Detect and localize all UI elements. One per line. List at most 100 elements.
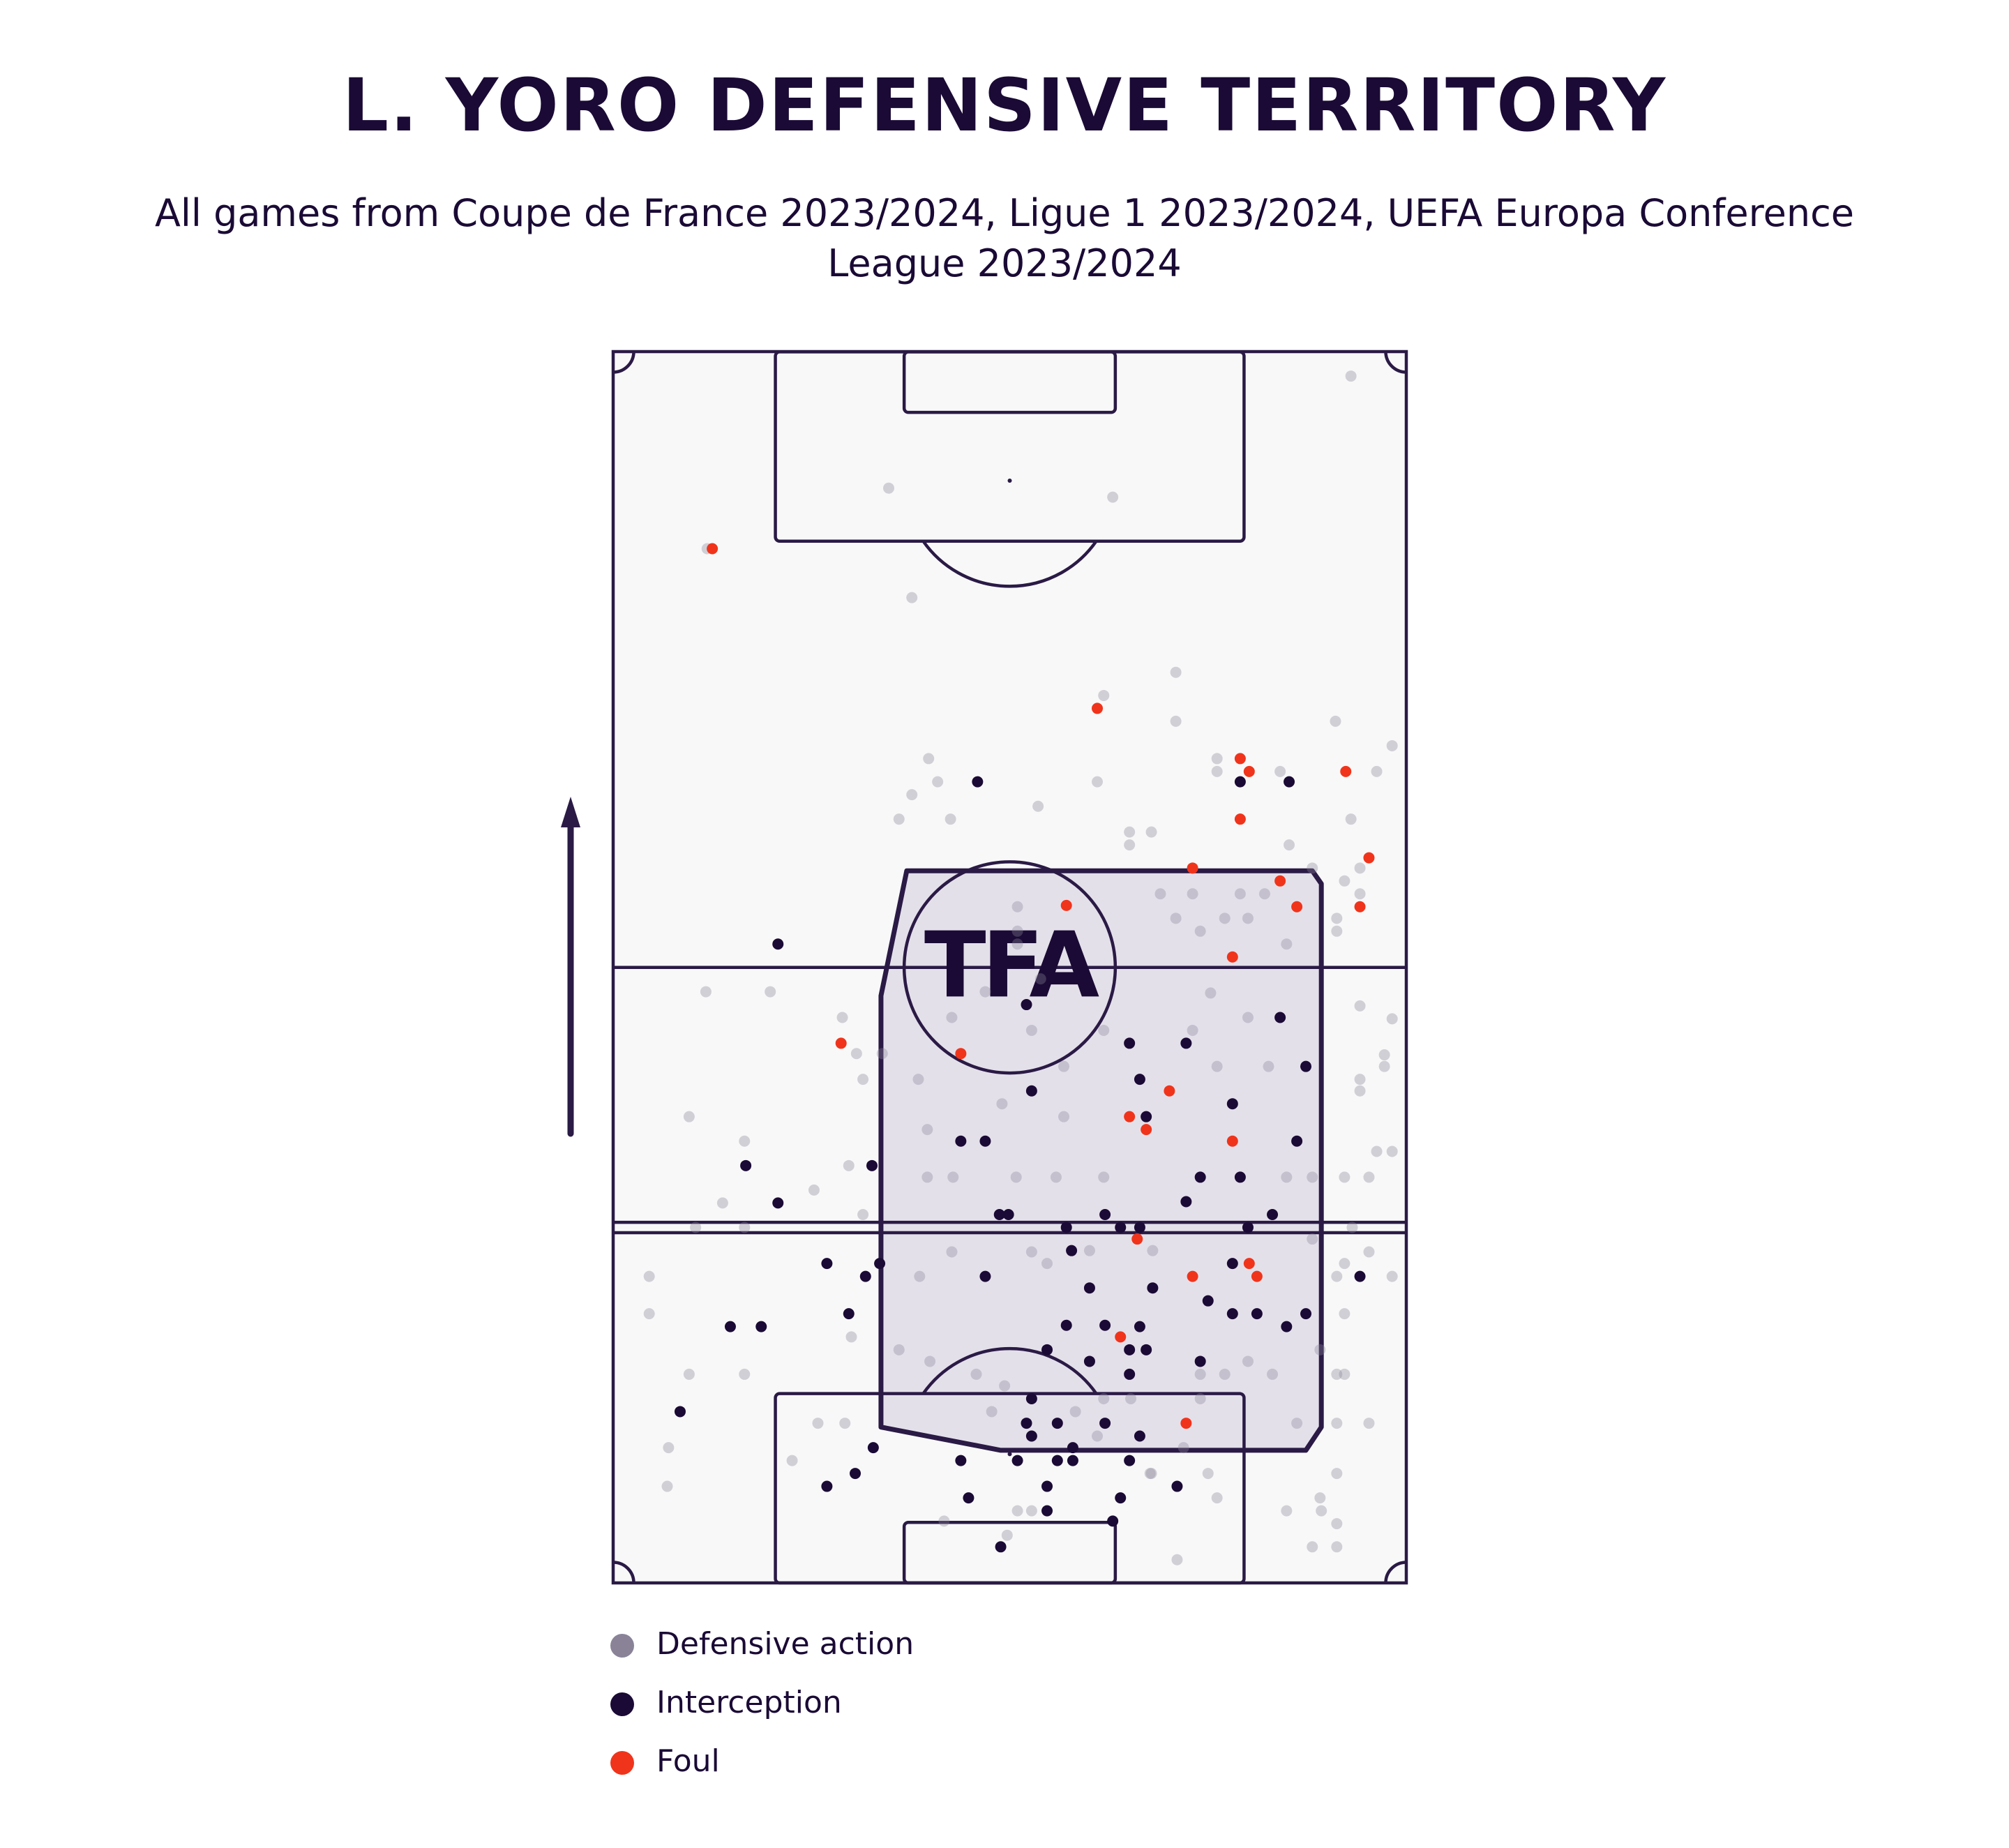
data-point <box>1011 1505 1023 1517</box>
data-point <box>1307 1233 1318 1245</box>
data-point <box>1331 1518 1343 1530</box>
data-point <box>1386 1013 1398 1025</box>
data-point <box>1219 1368 1231 1380</box>
data-point <box>1331 1270 1343 1282</box>
data-point <box>1025 1392 1037 1404</box>
legend-label: Foul <box>656 1743 720 1779</box>
data-point <box>1339 875 1350 887</box>
data-point <box>1051 1418 1063 1429</box>
data-point <box>1274 875 1286 887</box>
data-point <box>683 1111 695 1122</box>
data-point <box>1124 1037 1136 1049</box>
penalty-spot <box>1007 479 1012 483</box>
data-point <box>1134 1074 1145 1085</box>
data-point <box>1147 1282 1159 1294</box>
data-point <box>1281 1321 1293 1332</box>
data-point <box>857 1074 869 1085</box>
data-point <box>1267 1208 1279 1220</box>
data-point <box>1060 899 1072 911</box>
data-point <box>1187 1270 1198 1282</box>
data-point <box>1098 1171 1110 1183</box>
data-point <box>836 1012 848 1023</box>
chart-subtitle: All games from Coupe de France 2023/2024… <box>154 191 1855 285</box>
data-point <box>786 1455 798 1466</box>
data-point <box>1154 888 1166 900</box>
legend: Defensive action Interception Foul <box>610 1626 914 1779</box>
data-point <box>1145 1468 1157 1480</box>
data-point <box>821 1480 833 1492</box>
data-point <box>955 1048 967 1060</box>
data-point <box>839 1418 851 1429</box>
data-point <box>1251 1270 1263 1282</box>
data-point <box>1124 1111 1136 1122</box>
data-point <box>1092 703 1104 714</box>
data-point <box>1098 1392 1110 1404</box>
data-point <box>1134 1222 1145 1233</box>
data-point <box>1339 1171 1350 1183</box>
data-point <box>999 1380 1011 1392</box>
data-point <box>912 1074 924 1085</box>
data-point <box>843 1308 855 1320</box>
legend-label: Interception <box>656 1685 842 1720</box>
data-point <box>739 1135 751 1147</box>
data-point <box>1331 912 1343 924</box>
data-point <box>1345 370 1357 382</box>
data-point <box>1300 1308 1312 1320</box>
data-point <box>979 1135 991 1147</box>
data-point <box>1314 1492 1326 1504</box>
data-point <box>1141 1111 1152 1122</box>
data-point <box>1194 1392 1206 1404</box>
data-point <box>716 1197 728 1209</box>
data-point <box>1331 1418 1343 1429</box>
data-point <box>1083 1282 1095 1294</box>
data-point <box>1164 1085 1175 1097</box>
data-point <box>1194 1368 1206 1380</box>
data-point <box>772 938 784 950</box>
data-point <box>1267 1368 1279 1380</box>
data-point <box>859 1270 871 1282</box>
data-point <box>1211 1060 1223 1072</box>
center-circle <box>902 860 1118 1075</box>
data-point <box>1115 1331 1127 1343</box>
data-point <box>1371 1145 1383 1157</box>
data-point <box>1234 776 1246 788</box>
data-point <box>1144 1468 1156 1480</box>
data-point <box>1170 715 1182 727</box>
data-point <box>1171 1554 1183 1565</box>
data-point <box>1067 1455 1078 1466</box>
data-point <box>812 1418 824 1429</box>
data-point <box>1339 1308 1350 1320</box>
data-point <box>876 1048 888 1060</box>
data-point <box>1124 826 1136 838</box>
data-point <box>1281 1171 1293 1183</box>
data-point <box>955 1135 967 1147</box>
data-point <box>1354 1000 1366 1012</box>
data-point <box>1234 813 1246 825</box>
data-point <box>1099 1418 1111 1429</box>
six-yard-box <box>902 1520 1118 1585</box>
data-point <box>1099 1319 1111 1331</box>
data-point <box>1371 765 1383 777</box>
data-point <box>874 1258 886 1270</box>
data-point <box>906 789 918 801</box>
territory-area <box>878 868 1324 1453</box>
data-point <box>1307 862 1318 874</box>
data-point <box>1194 925 1206 937</box>
data-point <box>1021 999 1032 1011</box>
data-point <box>914 1270 926 1282</box>
data-point <box>1354 888 1366 900</box>
data-point <box>739 1222 751 1233</box>
data-point <box>1171 1480 1183 1492</box>
data-point <box>1258 888 1270 900</box>
data-point <box>979 986 991 998</box>
data-point <box>821 1258 833 1270</box>
data-point <box>932 776 944 788</box>
data-point <box>1316 1505 1327 1517</box>
data-point <box>1330 715 1341 727</box>
data-point <box>1226 1308 1238 1320</box>
data-point <box>1284 839 1295 851</box>
watermark: TFA <box>924 912 1099 1018</box>
data-point <box>643 1308 655 1320</box>
data-point <box>1051 1455 1063 1466</box>
data-point <box>1386 1270 1398 1282</box>
